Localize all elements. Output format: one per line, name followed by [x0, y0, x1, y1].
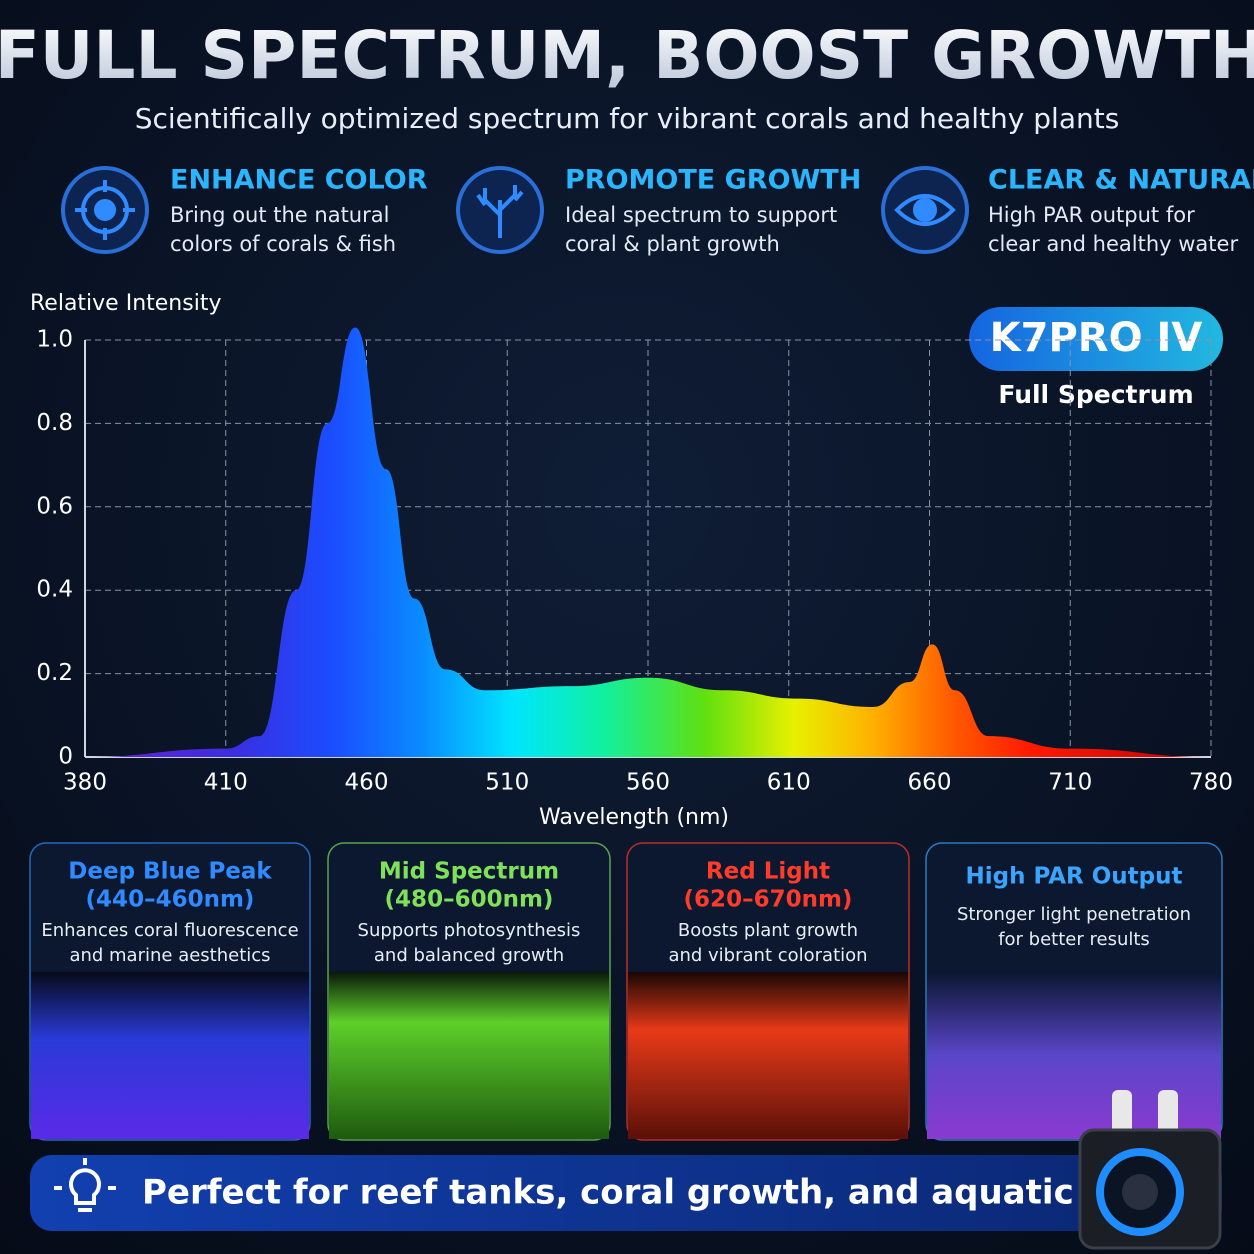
card-title: (440–460nm)	[86, 887, 255, 913]
y-tick-label: 0	[58, 744, 73, 770]
icons	[61, 166, 969, 254]
card-title: (620–670nm)	[684, 887, 853, 913]
x-tick-label: 380	[63, 770, 107, 796]
device	[1078, 1090, 1222, 1250]
feature-text: clear and healthy water	[988, 232, 1238, 256]
card-title: Red Light	[706, 859, 830, 885]
x-tick-label: 610	[767, 770, 811, 796]
card-text: and marine aesthetics	[69, 945, 270, 966]
card-text: and vibrant coloration	[668, 945, 867, 966]
spectrum-area	[85, 327, 1211, 757]
feature-title: PROMOTE GROWTH	[565, 165, 861, 196]
card-title: High PAR Output	[966, 864, 1183, 890]
x-tick-label: 660	[908, 770, 952, 796]
badge-label: Full Spectrum	[998, 380, 1193, 409]
x-tick-label: 560	[626, 770, 670, 796]
x-axis-label: Wavelength (nm)	[539, 805, 729, 830]
y-tick-label: 0.6	[36, 493, 73, 519]
feature-text: High PAR output for	[988, 203, 1195, 227]
x-tick-label: 510	[485, 770, 529, 796]
y-tick-label: 0.2	[36, 660, 73, 686]
banner	[30, 1155, 1222, 1231]
x-tick-label: 460	[345, 770, 389, 796]
card-title: Deep Blue Peak	[68, 859, 272, 885]
badge	[969, 307, 1223, 371]
feature-text: colors of corals & fish	[170, 232, 396, 256]
card-title: Mid Spectrum	[379, 859, 559, 885]
card-photo	[31, 972, 309, 1139]
y-tick-label: 1.0	[36, 327, 73, 353]
card-text: Supports photosynthesis	[358, 920, 581, 941]
card-photo	[329, 972, 609, 1139]
x-tick-label: 410	[204, 770, 248, 796]
feature-title: CLEAR & NATURAL	[988, 165, 1254, 196]
badge-model: K7PRO IV	[990, 315, 1203, 361]
banner-text: Perfect for reef tanks, coral growth, an…	[142, 1173, 1205, 1213]
feature-text: coral & plant growth	[565, 232, 780, 256]
card-text: Enhances coral fluorescence	[41, 920, 298, 941]
card-text: Stronger light penetration	[957, 904, 1191, 925]
card-text: and balanced growth	[374, 945, 564, 966]
subtitle: Scientifically optimized spectrum for vi…	[135, 102, 1120, 135]
card-text: for better results	[998, 929, 1150, 950]
card-photo	[628, 972, 908, 1139]
x-tick-label: 780	[1189, 770, 1233, 796]
feature-text: Bring out the natural	[170, 203, 389, 227]
card-title: (480–600nm)	[385, 887, 554, 913]
y-tick-label: 0.4	[36, 577, 73, 603]
y-tick-label: 0.8	[36, 410, 73, 436]
title: FULL SPECTRUM, BOOST GROWTH	[0, 17, 1254, 94]
y-axis-label: Relative Intensity	[30, 291, 221, 316]
card-text: Boosts plant growth	[678, 920, 858, 941]
feature-title: ENHANCE COLOR	[170, 165, 428, 196]
x-tick-label: 710	[1048, 770, 1092, 796]
feature-text: Ideal spectrum to support	[565, 203, 837, 227]
